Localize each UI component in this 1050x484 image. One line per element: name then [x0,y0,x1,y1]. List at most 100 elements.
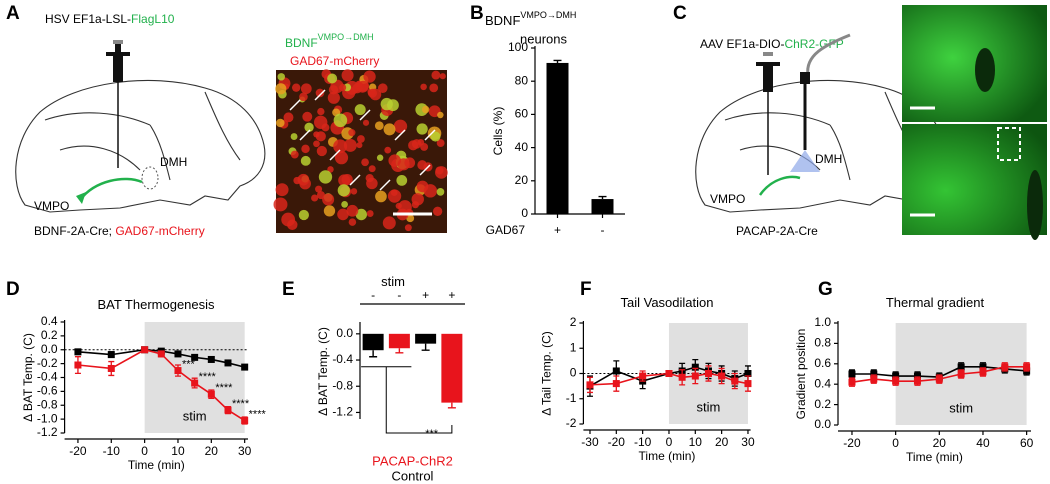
syringe [756,52,780,175]
y-tick-label: 100 [508,40,528,54]
significance-bracket [361,366,453,434]
virus-highlight: FlagL10 [131,12,175,26]
region-label: DMH [815,152,842,166]
category-label: + [422,288,429,302]
data-point [612,380,620,388]
cell [323,205,336,217]
cell [275,183,289,197]
cell [277,73,285,81]
cell [380,97,393,111]
dash [329,149,341,161]
projection-arrow [79,177,143,201]
data-point [74,361,82,369]
syringe-plunger [115,44,121,52]
dmh-region [141,166,159,190]
significance: **** [249,408,267,420]
x-tick-label: 20 [933,436,947,450]
data-point [691,363,699,371]
cell [368,165,376,173]
data-point [612,367,620,375]
dash [394,129,406,141]
brain-outline [15,79,266,213]
syringe [106,40,130,168]
x-tick-label: 20 [715,435,729,449]
data-point [935,375,943,383]
cell [343,138,357,152]
chart-title: BAT Thermogenesis [97,297,215,312]
x-axis-label: Time (min) [906,450,963,464]
x-axis-label: GAD67 [486,223,526,237]
title-text: stim [381,274,405,289]
y-tick-label: 2 [570,315,577,329]
y-tick-label: 0 [570,366,577,380]
error-bar [369,350,378,358]
data-point [174,350,182,358]
cell [436,139,445,148]
bar [415,333,437,344]
y-tick-label: 0.0 [336,326,353,340]
y-tick-label: 20 [515,173,529,187]
y-tick-label: 0 [521,206,528,220]
title-text: BDNF [485,13,520,28]
panel-letter: D [6,279,20,300]
cell [316,145,327,157]
data-point [744,370,752,377]
data-point [979,368,987,376]
x-tick-label: -10 [634,435,652,449]
y-tick-label: -0.2 [37,356,58,370]
data-point [141,346,149,354]
chart-title: Thermal gradient [886,295,985,310]
cell [301,144,310,154]
panel-letter: A [6,3,20,24]
significance: *** [182,358,196,370]
dash [314,89,326,101]
error-bar [598,195,607,200]
y-tick-label: 0.2 [41,328,58,342]
data-point [870,370,878,378]
y-tick-label: -0.4 [37,370,58,384]
projection-arrow [758,175,801,196]
data-point [241,417,249,425]
data-point [979,363,987,371]
chart-title: Tail Vasodilation [621,295,714,310]
cell [275,83,287,95]
data-point [892,372,900,380]
x-tick-label: 10 [171,444,185,458]
cell [417,139,425,146]
cell [396,175,408,186]
y-tick-label: -1.2 [37,425,58,439]
cell [374,121,384,131]
title-text: Thermal gradient [886,295,985,310]
data-point [913,377,921,385]
chart-title: stim [381,274,405,289]
series-line [589,372,749,386]
cell [290,150,299,159]
cell [333,113,348,128]
shade-label: stim [697,399,721,414]
y-tick-label: -2 [566,416,577,430]
x-tick-label: -30 [581,435,599,449]
y-tick-label: -1.0 [37,411,58,425]
cell [356,142,363,149]
y-axis-label: Cells (%) [491,107,505,156]
cell [276,118,285,128]
syringe-body [113,56,123,82]
bar [546,62,569,214]
data-point [224,406,232,414]
cell [383,123,396,136]
cell [315,88,325,98]
significance: **** [215,382,233,394]
syringe-cap [763,52,773,56]
data-point [241,363,249,371]
category-label: + [554,223,561,237]
fiber-ferrule [800,72,810,84]
y-tick-label: -0.6 [37,384,58,398]
cell [416,123,428,135]
cell [297,173,310,186]
title-superscript: VMPO→DMH [520,10,576,20]
y-tick-label: -1.2 [332,405,353,419]
y-tick-label: 40 [515,140,529,154]
virus-label: AAV EF1a-DIO-ChR2-GFP [700,37,844,51]
cell [313,140,320,148]
significance: **** [232,398,250,410]
